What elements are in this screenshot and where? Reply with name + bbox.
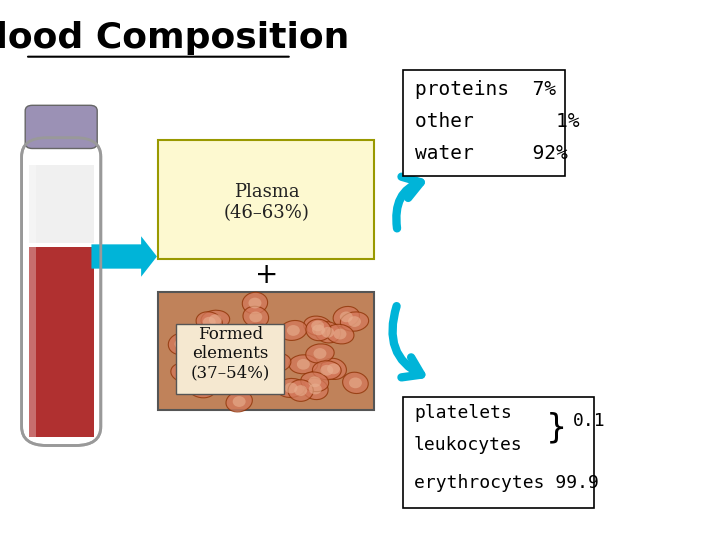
Ellipse shape [326, 325, 354, 344]
Ellipse shape [333, 329, 346, 340]
FancyBboxPatch shape [403, 70, 565, 176]
Text: platelets: platelets [414, 404, 512, 422]
Ellipse shape [188, 378, 215, 398]
Text: proteins  7%: proteins 7% [415, 79, 557, 99]
Ellipse shape [327, 363, 340, 374]
Ellipse shape [203, 317, 216, 328]
Ellipse shape [235, 352, 248, 363]
Ellipse shape [171, 363, 199, 382]
Ellipse shape [302, 379, 328, 400]
Ellipse shape [301, 372, 328, 391]
Ellipse shape [196, 312, 222, 333]
Ellipse shape [228, 348, 256, 367]
Ellipse shape [309, 383, 322, 394]
Ellipse shape [279, 320, 307, 340]
Ellipse shape [249, 312, 262, 322]
Text: other       1%: other 1% [415, 112, 580, 131]
FancyBboxPatch shape [176, 324, 284, 394]
Ellipse shape [270, 357, 283, 368]
Text: +: + [255, 261, 278, 289]
Ellipse shape [297, 359, 310, 370]
Ellipse shape [184, 349, 197, 360]
Polygon shape [91, 237, 157, 276]
Ellipse shape [253, 350, 266, 361]
FancyBboxPatch shape [403, 397, 594, 508]
Ellipse shape [313, 348, 326, 359]
Text: Plasma
(46–63%): Plasma (46–63%) [223, 183, 310, 222]
Ellipse shape [284, 382, 297, 393]
Ellipse shape [306, 344, 334, 363]
Ellipse shape [243, 292, 268, 314]
Ellipse shape [233, 396, 246, 407]
Ellipse shape [333, 306, 359, 327]
Ellipse shape [320, 358, 346, 380]
Ellipse shape [226, 391, 252, 412]
Ellipse shape [246, 346, 274, 365]
FancyBboxPatch shape [29, 247, 94, 437]
Ellipse shape [315, 322, 341, 343]
Text: }: } [546, 411, 567, 444]
Ellipse shape [276, 379, 305, 397]
Ellipse shape [348, 316, 361, 327]
Ellipse shape [320, 365, 333, 376]
Ellipse shape [209, 314, 222, 325]
Text: Formed
elements
(37–54%): Formed elements (37–54%) [191, 326, 270, 382]
Ellipse shape [341, 312, 369, 331]
Ellipse shape [312, 325, 325, 335]
Ellipse shape [168, 333, 194, 355]
FancyArrowPatch shape [392, 306, 421, 377]
Ellipse shape [179, 367, 192, 378]
FancyBboxPatch shape [29, 165, 94, 243]
Ellipse shape [184, 368, 210, 390]
FancyBboxPatch shape [158, 140, 374, 259]
Text: Blood Composition: Blood Composition [0, 21, 349, 55]
Text: erythrocytes 99.9: erythrocytes 99.9 [414, 474, 599, 492]
FancyBboxPatch shape [29, 165, 36, 437]
Ellipse shape [289, 355, 318, 374]
FancyBboxPatch shape [22, 138, 101, 445]
Ellipse shape [312, 361, 341, 380]
Ellipse shape [308, 376, 321, 387]
Text: leukocytes: leukocytes [414, 436, 523, 455]
FancyBboxPatch shape [25, 105, 97, 148]
FancyBboxPatch shape [158, 292, 374, 410]
Ellipse shape [294, 385, 307, 396]
Ellipse shape [288, 380, 313, 401]
Ellipse shape [243, 306, 269, 328]
Ellipse shape [244, 323, 270, 344]
FancyArrowPatch shape [396, 177, 420, 228]
Ellipse shape [304, 316, 332, 336]
Ellipse shape [248, 298, 261, 308]
Ellipse shape [343, 372, 368, 394]
Ellipse shape [321, 327, 334, 338]
Ellipse shape [201, 310, 230, 329]
Ellipse shape [340, 312, 353, 322]
Ellipse shape [195, 382, 208, 393]
Ellipse shape [251, 328, 264, 339]
Ellipse shape [287, 325, 300, 336]
Ellipse shape [311, 320, 324, 331]
Ellipse shape [262, 353, 291, 372]
Text: water     92%: water 92% [415, 144, 568, 164]
Ellipse shape [174, 339, 187, 349]
Ellipse shape [177, 344, 204, 364]
Text: 0.1: 0.1 [572, 412, 605, 430]
Ellipse shape [306, 319, 331, 341]
Ellipse shape [190, 374, 203, 384]
Ellipse shape [349, 377, 362, 388]
